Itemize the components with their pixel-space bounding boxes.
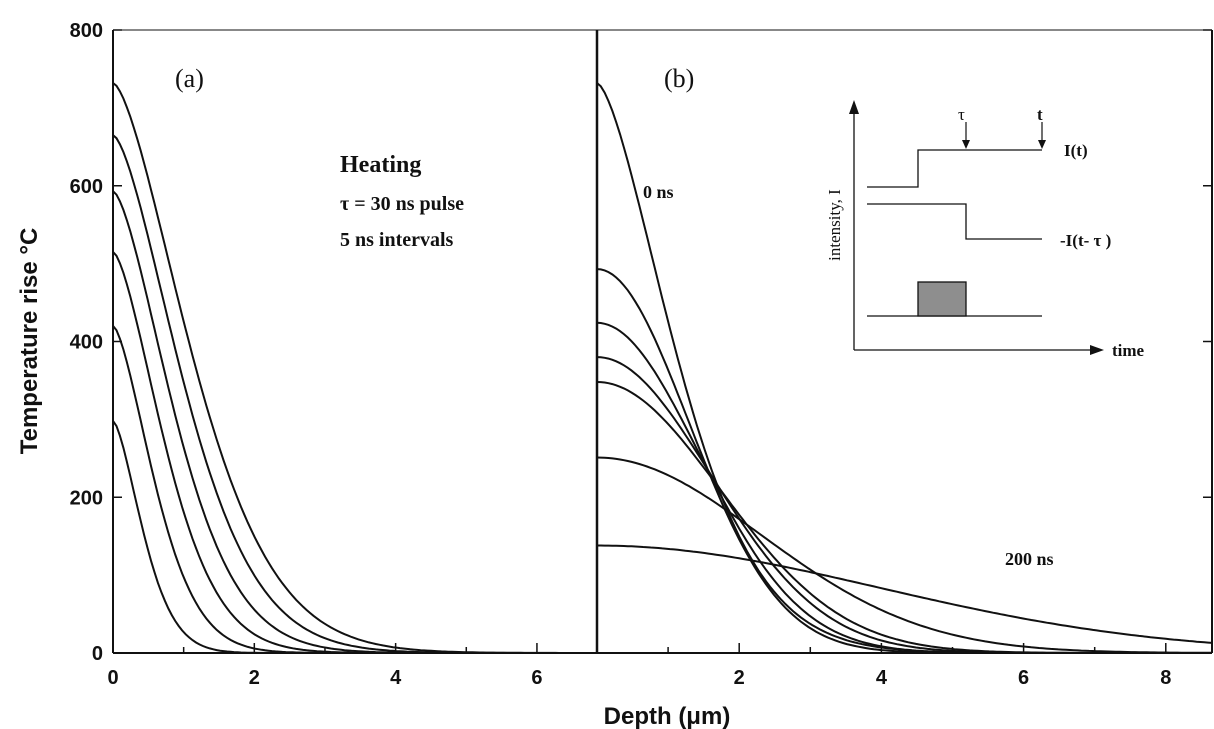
inset-x-arrowhead	[1090, 345, 1104, 355]
x-tick-label-a: 4	[390, 667, 402, 689]
cooling-curve-1	[596, 82, 1212, 654]
interval-label: 5 ns intervals	[340, 229, 454, 251]
x-tick-label-b: 4	[876, 667, 888, 689]
panel-b-label: (b)	[664, 64, 694, 93]
end-time-label: 200 ns	[1005, 549, 1054, 569]
inset-on-label: I(t)	[1064, 141, 1088, 160]
cooling-curve-6	[596, 456, 1212, 654]
heating-curve-2	[112, 325, 597, 654]
cooling-curve-7	[597, 544, 1213, 644]
inset-intensity-label: intensity, I	[825, 189, 844, 261]
x-tick-label-a: 2	[249, 667, 260, 689]
y-tick-label: 0	[92, 643, 103, 665]
cooling-curve-3	[596, 321, 1212, 654]
y-axis-title: Temperature rise °C	[16, 228, 43, 455]
heating-title: Heating	[340, 152, 421, 178]
x-tick-label-a: 6	[531, 667, 542, 689]
inset-y-arrowhead	[849, 100, 859, 114]
y-tick-label: 200	[70, 487, 103, 509]
inset-step-on-trace	[867, 149, 1042, 188]
x-tick-label-b: 2	[734, 667, 745, 689]
heating-curve-6	[112, 82, 597, 654]
inset-pulse-diagram: τ t I(t) -I(t- τ ) time intensity, I	[825, 100, 1145, 360]
curves	[112, 82, 1213, 654]
inset-step-off-trace	[867, 203, 1042, 240]
x-tick-label-a: 0	[107, 667, 118, 689]
panel-a-label: (a)	[175, 64, 204, 93]
start-time-label: 0 ns	[643, 182, 674, 202]
inset-t-label: t	[1037, 105, 1043, 124]
y-tick-label: 600	[70, 176, 103, 198]
x-tick-label-b: 6	[1018, 667, 1029, 689]
t-marker-arrowhead	[1038, 140, 1046, 149]
tick-labels: 0 200 400 600 800 0 2 4 6 2 4 6 8	[70, 20, 1172, 689]
inset-off-label: -I(t- τ )	[1060, 231, 1111, 250]
cooling-curve-2	[596, 268, 1212, 654]
tau-marker-arrowhead	[962, 140, 970, 149]
cooling-curve-5	[596, 381, 1212, 654]
inset-time-label: time	[1112, 341, 1145, 360]
x-tick-label-b: 8	[1160, 667, 1171, 689]
pulse-width-label: τ = 30 ns pulse	[340, 193, 464, 215]
x-axis-title: Depth (μm)	[604, 703, 731, 729]
y-tick-label: 400	[70, 332, 103, 354]
inset-pulse-block	[917, 281, 967, 317]
inset-tau-label: τ	[958, 105, 965, 124]
y-tick-label: 800	[70, 20, 103, 42]
